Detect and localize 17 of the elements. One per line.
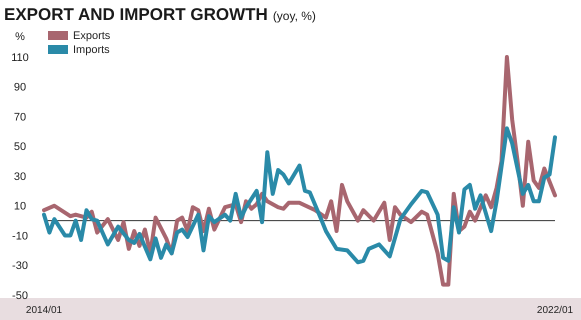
y-tick-label: 90 <box>14 82 26 94</box>
y-tick-label: 110 <box>11 52 29 64</box>
y-tick-label: 50 <box>14 141 26 154</box>
y-tick-label: -10 <box>12 230 28 242</box>
x-tick-label: 2014/01 <box>26 305 63 316</box>
x-tick-label: 2022/01 <box>536 305 574 316</box>
y-tick-label: -30 <box>12 260 28 272</box>
line-series <box>42 126 557 264</box>
legend-label: Imports <box>73 44 110 56</box>
chart-title: EXPORT AND IMPORT GROWTH <box>4 5 268 24</box>
y-tick-label: 70 <box>14 111 26 124</box>
y-tick-label: 10 <box>14 200 26 213</box>
y-axis-title: % <box>15 31 26 43</box>
chart-subtitle: (yoy, %) <box>272 9 316 23</box>
y-tick-label: 30 <box>14 170 26 183</box>
y-tick-label: -50 <box>12 290 28 302</box>
legend-label: Exports <box>73 30 111 42</box>
